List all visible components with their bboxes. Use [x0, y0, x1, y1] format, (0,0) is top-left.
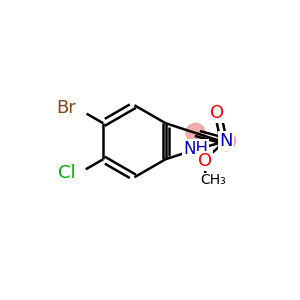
- Text: Cl: Cl: [58, 164, 76, 182]
- Text: CH₃: CH₃: [200, 173, 226, 188]
- Text: NH: NH: [183, 140, 208, 158]
- Text: O: O: [198, 152, 212, 170]
- Circle shape: [186, 123, 205, 142]
- Circle shape: [216, 132, 236, 151]
- Text: O: O: [210, 104, 224, 122]
- Text: N: N: [219, 132, 233, 150]
- Text: Br: Br: [56, 99, 76, 117]
